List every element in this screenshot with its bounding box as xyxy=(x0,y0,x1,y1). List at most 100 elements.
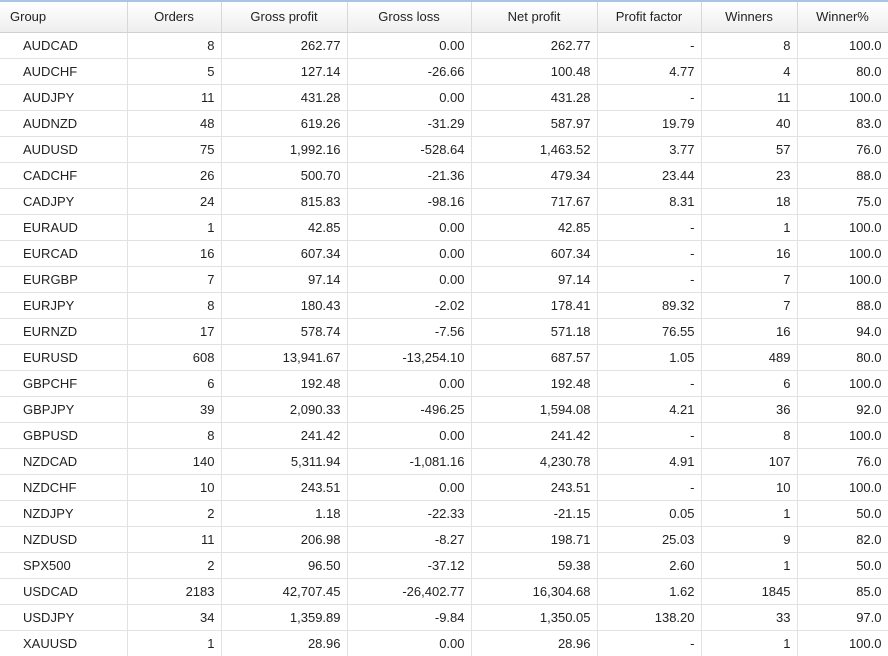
table-cell: 76.0 xyxy=(797,448,888,475)
table-cell: XAUUSD xyxy=(0,630,128,656)
table-cell: EURNZD xyxy=(0,318,128,345)
table-row[interactable]: GBPJPY 39 2,090.33 -496.25 1,594.08 4.21 36 92.… xyxy=(0,396,888,423)
column-header[interactable]: Profit factor xyxy=(597,0,702,33)
table-cell: 243.51 xyxy=(221,474,348,501)
table-cell: 431.28 xyxy=(221,84,348,111)
table-cell: 3.77 xyxy=(597,136,702,163)
table-cell: 2 xyxy=(127,500,222,527)
table-cell: 28.96 xyxy=(471,630,598,656)
table-cell: -9.84 xyxy=(347,604,472,631)
table-cell: 1,992.16 xyxy=(221,136,348,163)
table-row[interactable]: USDJPY 34 1,359.89 -9.84 1,350.05 138.20 33 97.… xyxy=(0,604,888,631)
table-cell: 489 xyxy=(701,344,798,371)
table-cell: 57 xyxy=(701,136,798,163)
table-cell: 127.14 xyxy=(221,58,348,85)
table-row[interactable]: EURUSD 608 13,941.67 -13,254.10 687.57 1.05 48… xyxy=(0,344,888,371)
table-row[interactable]: AUDNZD 48 619.26 -31.29 587.97 19.79 40 83.0 xyxy=(0,110,888,137)
table-cell: 42,707.45 xyxy=(221,578,348,605)
table-row[interactable]: CADCHF 26 500.70 -21.36 479.34 23.44 23 88.0 xyxy=(0,162,888,189)
table-cell: 80.0 xyxy=(797,344,888,371)
table-cell: -496.25 xyxy=(347,396,472,423)
table-cell: EURCAD xyxy=(0,240,128,267)
table-cell: AUDUSD xyxy=(0,136,128,163)
table-cell: -13,254.10 xyxy=(347,344,472,371)
table-cell: 180.43 xyxy=(221,292,348,319)
table-cell: 8 xyxy=(127,32,222,59)
table-row[interactable]: SPX500 2 96.50 -37.12 59.38 2.60 1 50.0 xyxy=(0,552,888,579)
table-cell: 50.0 xyxy=(797,500,888,527)
table-cell: AUDCAD xyxy=(0,32,128,59)
table-cell: 16 xyxy=(701,318,798,345)
table-cell: 100.0 xyxy=(797,630,888,656)
column-header[interactable]: Group xyxy=(0,0,128,33)
table-cell: 100.0 xyxy=(797,266,888,293)
table-cell: 16 xyxy=(127,240,222,267)
table-cell: SPX500 xyxy=(0,552,128,579)
table-cell: -31.29 xyxy=(347,110,472,137)
table-cell: 262.77 xyxy=(471,32,598,59)
table-cell: GBPJPY xyxy=(0,396,128,423)
table-cell: EURGBP xyxy=(0,266,128,293)
table-row[interactable]: NZDJPY 2 1.18 -22.33 -21.15 0.05 1 50.0 xyxy=(0,500,888,527)
table-row[interactable]: EURAUD 1 42.85 0.00 42.85-1 100.0 xyxy=(0,214,888,241)
table-row[interactable]: EURNZD 17 578.74 -7.56 571.18 76.55 16 94.0 xyxy=(0,318,888,345)
column-header[interactable]: Gross loss xyxy=(347,0,472,33)
table-cell: NZDJPY xyxy=(0,500,128,527)
table-cell: 262.77 xyxy=(221,32,348,59)
table-cell: 10 xyxy=(127,474,222,501)
table-row[interactable]: CADJPY 24 815.83 -98.16 717.67 8.31 18 75.0 xyxy=(0,188,888,215)
table-cell: 6 xyxy=(701,370,798,397)
table-cell: 59.38 xyxy=(471,552,598,579)
table-cell: 48 xyxy=(127,110,222,137)
table-cell: 100.0 xyxy=(797,422,888,449)
table-row[interactable]: EURGBP 7 97.14 0.00 97.14-7 100.0 xyxy=(0,266,888,293)
table-cell: -528.64 xyxy=(347,136,472,163)
table-row[interactable]: NZDUSD 11 206.98 -8.27 198.71 25.03 9 82.0 xyxy=(0,526,888,553)
table-cell: 18 xyxy=(701,188,798,215)
column-header[interactable]: Orders xyxy=(127,0,222,33)
table-cell: 1 xyxy=(701,630,798,656)
table-cell: EURUSD xyxy=(0,344,128,371)
table-cell: 75 xyxy=(127,136,222,163)
column-header[interactable]: Winner% xyxy=(797,0,888,33)
table-row[interactable]: EURJPY 8 180.43 -2.02 178.41 89.32 7 88.0 xyxy=(0,292,888,319)
column-header[interactable]: Winners xyxy=(701,0,798,33)
table-row[interactable]: AUDUSD 75 1,992.16 -528.64 1,463.52 3.77 57 76.… xyxy=(0,136,888,163)
table-cell: -7.56 xyxy=(347,318,472,345)
table-cell: 100.48 xyxy=(471,58,598,85)
table-cell: 0.00 xyxy=(347,84,472,111)
table-cell: 76.0 xyxy=(797,136,888,163)
table-row[interactable]: XAUUSD 1 28.96 0.00 28.96-1 100.0 xyxy=(0,630,888,656)
table-row[interactable]: GBPUSD 8 241.42 0.00 241.42-8 100.0 xyxy=(0,422,888,449)
table-row[interactable]: AUDJPY 11 431.28 0.00 431.28-11 100.0 xyxy=(0,84,888,111)
table-cell: -37.12 xyxy=(347,552,472,579)
table-cell: EURJPY xyxy=(0,292,128,319)
table-cell: 24 xyxy=(127,188,222,215)
table-row[interactable]: EURCAD 16 607.34 0.00 607.34-16 100.0 xyxy=(0,240,888,267)
table-cell: 587.97 xyxy=(471,110,598,137)
column-header[interactable]: Gross profit xyxy=(221,0,348,33)
table-row[interactable]: NZDCAD 140 5,311.94 -1,081.16 4,230.78 4.91 10… xyxy=(0,448,888,475)
table-cell: -2.02 xyxy=(347,292,472,319)
table-cell: 1.18 xyxy=(221,500,348,527)
table-cell: - xyxy=(597,266,702,293)
table-row[interactable]: GBPCHF 6 192.48 0.00 192.48-6 100.0 xyxy=(0,370,888,397)
table-cell: 82.0 xyxy=(797,526,888,553)
table-cell: 83.0 xyxy=(797,110,888,137)
table-cell: 192.48 xyxy=(221,370,348,397)
table-cell: 28.96 xyxy=(221,630,348,656)
table-cell: 26 xyxy=(127,162,222,189)
table-cell: 7 xyxy=(127,266,222,293)
table-cell: -98.16 xyxy=(347,188,472,215)
column-header[interactable]: Net profit xyxy=(471,0,598,33)
table-row[interactable]: AUDCAD 8 262.77 0.00 262.77-8 100.0 xyxy=(0,32,888,59)
table-cell: 607.34 xyxy=(221,240,348,267)
table-row[interactable]: AUDCHF 5 127.14 -26.66 100.48 4.77 4 80.0 xyxy=(0,58,888,85)
table-row[interactable]: USDCAD 2183 42,707.45 -26,402.77 16,304.68 1.… xyxy=(0,578,888,605)
table-cell: 1 xyxy=(701,214,798,241)
table-row[interactable]: NZDCHF 10 243.51 0.00 243.51-10 100.0 xyxy=(0,474,888,501)
table-cell: 17 xyxy=(127,318,222,345)
table-cell: 6 xyxy=(127,370,222,397)
table-cell: 687.57 xyxy=(471,344,598,371)
table-cell: 96.50 xyxy=(221,552,348,579)
